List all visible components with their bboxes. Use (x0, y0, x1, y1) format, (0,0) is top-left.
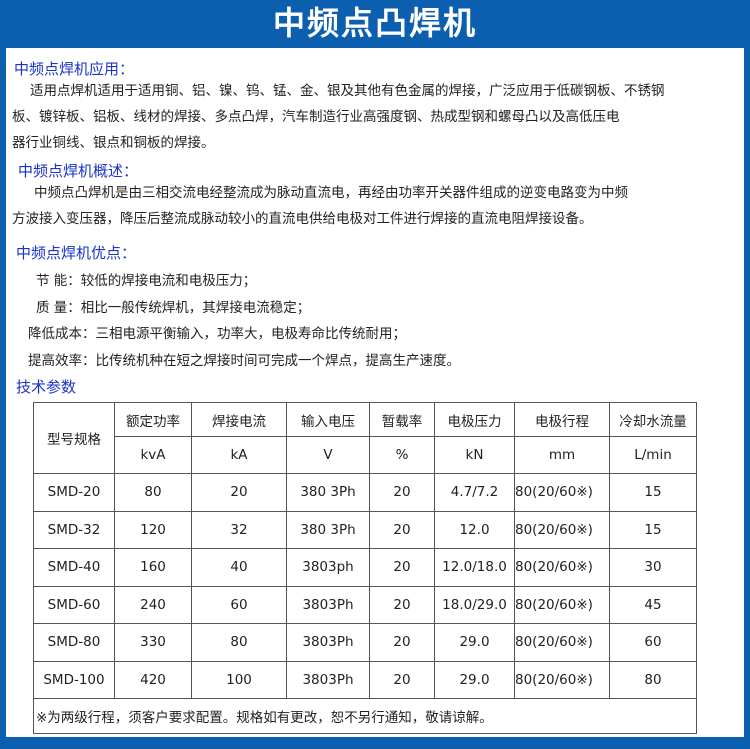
table-cell: SMD-40 (33, 548, 115, 587)
table-cell: 80(20/60※) (514, 548, 610, 587)
table-cell: 80(20/60※) (514, 510, 610, 549)
table-cell: 3803Ph (286, 660, 370, 699)
table-note-row: ※为两级行程，须客户要求配置。规格如有更改，恕不另行通知，敬请谅解。 (33, 698, 697, 734)
table-cell: 80(20/60※) (514, 660, 610, 699)
table-cell: 40 (191, 548, 287, 587)
unit-cell: kvA (114, 436, 192, 474)
table-note: ※为两级行程，须客户要求配置。规格如有更改，恕不另行通知，敬请谅解。 (33, 698, 697, 734)
table-cell: 45 (609, 585, 697, 624)
column-header: 冷却水流量 (609, 402, 697, 437)
table-cell: 80(20/60※) (514, 585, 610, 624)
table-row: SMD-32 120 32 380 3Ph 20 12.0 80(20/60※) 15 (33, 510, 697, 549)
unit-cell: V (286, 436, 370, 474)
table-cell: 32 (191, 510, 287, 549)
table-cell: 15 (609, 510, 697, 549)
application-text: 适用点焊机适用于适用铜、铝、镍、钨、锰、金、银及其他有色金属的焊接，广泛应用于低… (12, 78, 740, 156)
table-cell: 80 (191, 623, 287, 662)
table-cell: 12.0 (434, 510, 515, 549)
text-line: 方波接入变压器，降压后整流成脉动较小的直流电供给电极对工件进行焊接的直流电阻焊接… (12, 211, 593, 227)
table-cell: 20 (369, 473, 435, 512)
unit-cell: mm (514, 436, 610, 474)
table-cell: 20 (191, 473, 287, 512)
column-header: 电极压力 (434, 402, 515, 437)
advantages-list: 节 能：较低的焊接电流和电极压力； 质 量：相比一般传统焊机，其焊接电流稳定； … (28, 268, 460, 374)
table-cell: SMD-60 (33, 585, 115, 624)
table-cell: 29.0 (434, 623, 515, 662)
list-item: 降低成本：三相电源平衡输入，功率大，电极寿命比传统耐用； (28, 326, 406, 342)
table-cell: 20 (369, 510, 435, 549)
table-cell: 240 (114, 585, 192, 624)
spec-table: 型号规格 额定功率 焊接电流 输入电压 暂载率 电极压力 电极行程 冷却水流量 … (33, 402, 697, 734)
advantages-heading: 中频点焊机优点： (16, 244, 137, 262)
column-header: 额定功率 (114, 402, 192, 437)
text-line: 板、镀锌板、铝板、线材的焊接、多点凸焊，汽车制造行业高强度钢、热成型钢和螺母凸以… (12, 109, 620, 125)
text-line: 器行业铜线、银点和铜板的焊接。 (12, 135, 215, 151)
table-cell: 3803Ph (286, 623, 370, 662)
unit-cell: L/min (609, 436, 697, 474)
table-cell: 80(20/60※) (514, 623, 610, 662)
table-cell: 80(20/60※) (514, 473, 610, 512)
table-cell: 3803Ph (286, 585, 370, 624)
table-cell: 29.0 (434, 660, 515, 699)
column-header: 焊接电流 (191, 402, 287, 437)
column-header: 输入电压 (286, 402, 370, 437)
specs-heading: 技术参数 (16, 378, 77, 396)
overview-text: 中频点凸焊机是由三相交流电经整流成为脉动直流电，再经由功率开关器件组成的逆变电路… (12, 180, 740, 232)
table-cell: 20 (369, 585, 435, 624)
table-cell: 18.0/29.0 (434, 585, 515, 624)
table-cell: 4.7/7.2 (434, 473, 515, 512)
table-row: SMD-60 240 60 3803Ph 20 18.0/29.0 80(20/60※) 45 (33, 585, 697, 624)
text-line: 适用点焊机适用于适用铜、铝、镍、钨、锰、金、银及其他有色金属的焊接，广泛应用于低… (30, 83, 665, 99)
table-header-row: 型号规格 额定功率 焊接电流 输入电压 暂载率 电极压力 电极行程 冷却水流量 (33, 402, 697, 474)
overview-heading: 中频点焊机概述： (18, 162, 139, 180)
column-header: 电极行程 (514, 402, 610, 437)
unit-cell: % (369, 436, 435, 474)
table-cell: 330 (114, 623, 192, 662)
table-cell: 80 (114, 473, 192, 512)
table-cell: 380 3Ph (286, 473, 370, 512)
table-cell: SMD-100 (33, 660, 115, 699)
table-row: SMD-40 160 40 3803ph 20 12.0/18.0 80(20/60※) 30 (33, 548, 697, 587)
table-cell: 160 (114, 548, 192, 587)
content-panel: 中频点焊机应用： 适用点焊机适用于适用铜、铝、镍、钨、锰、金、银及其他有色金属的… (6, 48, 744, 737)
column-header: 暂载率 (369, 402, 435, 437)
table-row: SMD-80 330 80 3803Ph 20 29.0 80(20/60※) 60 (33, 623, 697, 662)
table-cell: SMD-80 (33, 623, 115, 662)
page-title: 中频点凸焊机 (272, 4, 477, 42)
table-cell: 420 (114, 660, 192, 699)
table-cell: 3803ph (286, 548, 370, 587)
list-item: 质 量：相比一般传统焊机，其焊接电流稳定； (36, 299, 311, 316)
table-cell: 12.0/18.0 (434, 548, 515, 587)
table-cell: 120 (114, 510, 192, 549)
table-cell: 20 (369, 660, 435, 699)
table-cell: 20 (369, 623, 435, 662)
table-cell: 20 (369, 548, 435, 587)
table-cell: SMD-32 (33, 510, 115, 549)
list-item: 节 能：较低的焊接电流和电极压力； (36, 273, 257, 289)
unit-cell: kN (434, 436, 515, 474)
model-header: 型号规格 (33, 402, 115, 474)
table-units-row: kvA kA V % kN mm L/min (34, 436, 697, 474)
table-cell: 100 (191, 660, 287, 699)
table-cell: 380 3Ph (286, 510, 370, 549)
table-cell: 80 (609, 660, 697, 699)
table-cell: SMD-20 (33, 473, 115, 512)
table-cell: 60 (609, 623, 697, 662)
table-cell: 15 (609, 473, 697, 512)
table-row: SMD-20 80 20 380 3Ph 20 4.7/7.2 80(20/60※) 15 (33, 473, 697, 512)
text-line: 中频点凸焊机是由三相交流电经整流成为脉动直流电，再经由功率开关器件组成的逆变电路… (34, 185, 628, 201)
table-cell: 60 (191, 585, 287, 624)
unit-cell: kA (191, 436, 287, 474)
application-heading: 中频点焊机应用： (14, 60, 135, 78)
table-row: SMD-100 420 100 3803Ph 20 29.0 80(20/60※) 80 (33, 660, 697, 699)
list-item: 提高效率：比传统机种在短之焊接时间可完成一个焊点，提高生产速度。 (28, 352, 460, 369)
table-cell: 30 (609, 548, 697, 587)
